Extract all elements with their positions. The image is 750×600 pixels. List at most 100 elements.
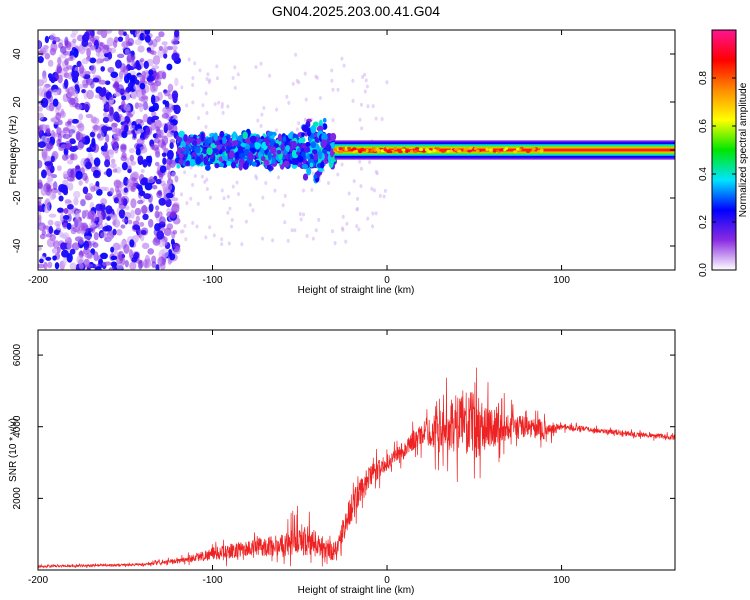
spectrogram-cell [72,38,77,44]
spectrogram-cell [48,225,54,234]
y-tick-label: 2000 [12,487,23,510]
spectrogram-cell [141,87,146,96]
spectrogram-cell [299,217,303,222]
spectrogram-cell [144,133,149,140]
spectrogram-cell [47,261,53,269]
spectrogram-cell [115,189,122,199]
spectrogram-cell [267,151,272,161]
spectrogram-cell [268,73,272,78]
spectrogram-cell [64,36,69,46]
spectrogram-cell [39,258,44,264]
spectrogram-cell [330,132,337,141]
spectrogram-cell [185,144,190,154]
spectrogram-cell [129,239,135,248]
spectrogram-cell [43,261,48,270]
spectrogram-cell [242,131,248,140]
spectrogram-cell [144,30,151,35]
spectrogram-cell [142,159,148,168]
spectrogram-cell [191,76,195,81]
spectrogram-cell [107,51,113,60]
spectrogram-cell [155,205,160,211]
spectrogram-cell [156,230,164,240]
spectrogram-cell [333,241,337,246]
spectrogram-cell [38,56,44,64]
spectrogram-cell [89,131,96,138]
spectrogram-cell [141,177,149,185]
spectrogram-cell [150,118,156,123]
spectrogram-cell [485,148,489,152]
spectrogram-cell [360,147,365,151]
spectrogram-cell [100,252,108,260]
spectrogram-cell [340,56,344,61]
spectrogram-cell [205,177,209,182]
spectrogram-cell [63,78,69,89]
spectrogram-cell [104,104,111,110]
spectrogram-y-ticks: -40 -20 0 20 40 [12,48,675,253]
spectrogram-cell [163,53,168,59]
spectrogram-cell [44,135,51,143]
spectrogram-cell [143,258,148,269]
spectrogram-cell [77,103,83,111]
spectrogram-cell [180,192,184,197]
spectrogram-cell [386,150,391,154]
spectrogram-cell [157,48,164,59]
spectrogram-cell [184,237,188,242]
spectrogram-cell [329,142,336,149]
spectrogram-cell [116,229,123,236]
spectrogram-cell [98,79,107,85]
spectrogram-cell [161,113,170,119]
spectrogram-cell [152,237,161,246]
spectrogram-cell [304,97,308,102]
spectrogram-cell [206,72,210,77]
spectrogram-cell [129,154,135,162]
spectrogram-cell [380,116,384,121]
spectrogram-cell [142,213,149,220]
spectrogram-cell [297,121,301,126]
spectrogram-cell [167,170,172,180]
spectrogram-cell [66,222,72,231]
spectrogram-cell [133,84,140,91]
spectrogram-cell [62,257,67,267]
spectrogram-cell [78,83,84,89]
spectrogram-cell [145,126,153,136]
spectrogram-cell [123,103,131,112]
spectrogram-cell [124,115,131,125]
spectrogram-cell [126,113,133,118]
spectrogram-cell [516,147,520,151]
spectrogram-cell [166,223,174,230]
spectrogram-cell [221,110,225,115]
spectrogram-cell [148,203,154,213]
x-tick-label: 0 [384,575,390,586]
spectrogram-cell [275,128,279,133]
spectrogram-cell [203,156,208,165]
spectrogram-cell [187,136,194,143]
spectrogram-cell [137,260,143,270]
spectrogram-cell [47,59,54,67]
spectrogram-cell [152,55,161,66]
snr-x-label: Height of straight line (km) [298,585,415,596]
spectrogram-cell [418,148,424,152]
spectrogram-cell [129,30,135,35]
spectrogram-cell [322,117,327,123]
colorbar-ticks: 0.0 0.2 0.4 0.6 0.8 [698,71,736,277]
spectrogram-cell [110,162,117,169]
spectrogram-cell [76,255,84,265]
spectrogram-cell [67,96,72,103]
spectrogram-cell [345,221,349,226]
spectrogram-cell [287,132,293,139]
spectrogram-cell [42,75,48,84]
spectrogram-cell [110,246,115,253]
spectrogram-cell [102,57,110,62]
spectrogram-cell [53,229,61,236]
spectrogram-cell [198,68,202,73]
spectrogram-cell [310,187,314,192]
spectrogram-cell [62,215,70,220]
spectrogram-cell [157,256,165,267]
spectrogram-cell [303,117,307,122]
spectrogram-cell [66,120,72,126]
spectrogram-cell [38,159,43,169]
spectrogram-cell [166,121,174,131]
spectrogram-cell [330,78,334,83]
spectrogram-cell [140,234,145,242]
spectrogram-cell [135,148,141,156]
